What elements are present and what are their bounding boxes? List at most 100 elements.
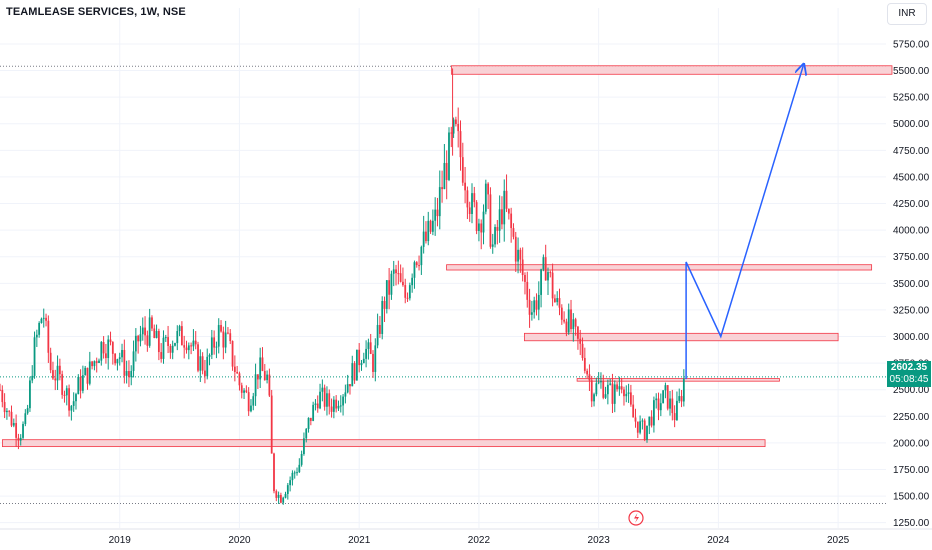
candle-body [240,385,243,393]
candle-body [243,390,245,393]
candle-body [45,317,47,321]
candle-body [616,384,618,390]
candle-body [162,337,165,359]
candle-body [643,420,646,440]
currency-selector[interactable]: INR [887,3,927,25]
candle-body [390,273,393,295]
candle-body [427,220,430,242]
candle-body [572,319,575,330]
candle-body [351,363,354,387]
candle-body [222,331,225,348]
candle-body [494,227,496,245]
candle-body [507,208,510,214]
candle-body [224,332,227,348]
candle-body [187,345,190,351]
candle-body [671,398,674,414]
candle-body [629,392,632,405]
candle-body [535,300,538,310]
candle-body [118,357,121,360]
candle-body [602,381,605,398]
candle-body [40,318,43,323]
candle-body [192,340,195,347]
candle-body [194,340,197,345]
candle-body [201,356,204,371]
candle-body [105,353,107,359]
candle-body [26,408,29,414]
y-tick-label: 2250.00 [893,412,930,423]
last-price-badge: 2602.35 05:08:45 [887,361,931,387]
candle-body [558,298,561,308]
candle-body [171,345,174,353]
candle-body [1,389,4,403]
candle-body [623,389,625,397]
candle-body [208,354,211,357]
candle-body [574,319,577,327]
candle-body [321,387,324,392]
y-tick-label: 3250.00 [893,305,930,316]
candle-body [441,187,443,190]
candle-body [268,374,271,396]
candle-body [413,262,416,278]
candle-body [35,334,38,338]
candle-body [540,269,542,295]
candle-body [468,207,471,214]
candle-body [659,403,662,411]
candle-body [197,344,199,371]
candle-body [139,334,142,342]
candle-body [627,392,630,394]
candle-body [528,299,531,315]
candle-body [369,342,372,354]
candle-body [480,223,483,233]
candle-body [411,277,414,286]
candle-body [604,394,607,398]
candle-body [332,399,335,412]
candle-body [123,349,126,376]
candle-body [650,416,653,426]
candle-body [52,370,54,379]
y-tick-label: 1750.00 [893,465,930,476]
candle-body [482,211,485,233]
candle-body [56,365,59,381]
candle-body [29,380,31,409]
candle-body [459,131,462,158]
zone-rect [524,332,839,342]
candle-body [491,244,494,247]
candle-body [404,285,407,298]
candle-body [339,405,342,407]
candle-body [606,384,609,395]
candle-body [134,335,137,352]
y-tick-label: 5500.00 [893,66,930,77]
candle-body [312,404,315,421]
candle-body [473,193,476,203]
candle-body [512,228,515,237]
time-axis[interactable]: 2019 2020 2021 2022 2023 2024 2025 [0,528,932,546]
candle-body [452,119,455,134]
candle-body [680,396,683,402]
candle-body [588,374,591,381]
candle-body [137,335,140,342]
candle-body [406,297,409,299]
candle-body [213,337,216,348]
candle-body [19,437,22,441]
candle-body [65,388,68,396]
candle-body [256,374,259,380]
candle-body [445,162,448,180]
lightning-icon[interactable] [628,510,644,526]
zone-rect [446,264,873,271]
candle-body [346,384,349,393]
candle-body [505,190,508,209]
candle-body [565,321,568,333]
candle-body [167,337,169,346]
candle-body [91,361,93,367]
candle-body [620,386,623,390]
candle-body [383,300,386,309]
y-tick-label: 4000.00 [893,226,930,237]
candle-body [669,398,671,409]
candle-body [666,385,669,409]
support-resistance-zones [1,65,893,448]
price-axis[interactable]: 1250.00 1500.00 1750.00 2000.00 2250.00 2500.… [893,39,930,529]
x-tick-label: 2024 [707,535,730,546]
candle-body [682,378,685,402]
candle-body [337,405,340,409]
